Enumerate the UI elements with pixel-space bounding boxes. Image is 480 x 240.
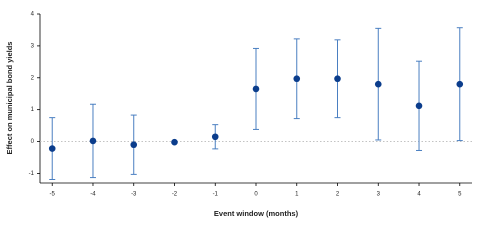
point [171,138,178,146]
y-tick-label: 4 [31,12,35,18]
y-tick-label: 1 [31,107,35,113]
x-tick-label: 0 [254,192,258,198]
x-tick-label: 5 [458,192,462,198]
y-tick-label: 3 [31,43,35,49]
point [211,133,219,141]
x-tick-label: 4 [417,192,421,198]
x-tick-label: -3 [131,192,137,198]
point [334,75,341,83]
y-axis-label: Effect on municipal bond yields [5,42,14,155]
x-tick-label: -2 [172,192,178,198]
point [89,137,97,145]
x-tick-label: -5 [50,192,56,198]
x-tick-label: -1 [213,192,219,198]
point [130,141,138,149]
point [293,75,301,83]
x-tick-label: 2 [336,192,340,198]
point [48,145,56,152]
y-tick-label: -1 [29,171,35,177]
x-tick-label: -4 [90,192,96,198]
point [456,80,464,88]
y-tick-label: 2 [31,75,35,81]
x-axis-label: Event window (months) [214,209,299,218]
x-tick-label: 3 [377,192,381,198]
point [252,85,260,93]
chart: Event window (months) Effect on municipa… [5,12,472,218]
point [374,80,382,88]
x-tick-label: 1 [295,192,299,198]
y-tick-label: 0 [31,139,35,145]
point [415,102,423,110]
